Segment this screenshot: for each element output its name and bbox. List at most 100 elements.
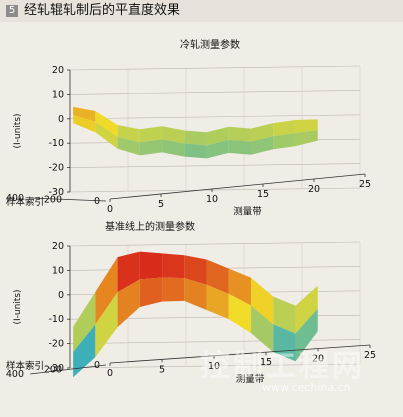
figure-header: 5 经轧辊轧制后的平直度效果 [0, 0, 403, 22]
surface-patch [184, 130, 207, 146]
surface-patch [295, 119, 318, 134]
grid-line-z [69, 65, 361, 71]
x-tick-label: 5 [159, 364, 165, 375]
z-tick-label: 20 [52, 65, 64, 76]
surface-patch [73, 106, 96, 122]
surface-patch [162, 126, 185, 144]
z-tick-label: -30 [48, 363, 64, 374]
surface-patch [184, 255, 207, 285]
surface [73, 251, 318, 378]
surface-patch [95, 257, 118, 325]
surface-patch [251, 123, 274, 142]
surface-patch [73, 291, 96, 352]
chart-panel-top: 20 10 0 -10 -20 -30 (I-units) 0 5 10 15 20 25 测量带 400 2… [0, 26, 403, 221]
surface-patch [251, 305, 274, 353]
surface-patch [162, 253, 185, 279]
surface-patch [95, 121, 118, 149]
x-tick-label: 10 [206, 194, 218, 205]
surface-patch [228, 293, 252, 334]
y-tick-label: 200 [44, 365, 62, 376]
z-axis-label: (I-units) [13, 289, 23, 324]
surface-patch [228, 268, 252, 306]
z-tick-label: 0 [58, 290, 64, 301]
y-axis-line [29, 197, 107, 202]
surface-patch [117, 125, 140, 143]
z-tick-label: -10 [48, 138, 64, 149]
surface-patch [162, 139, 185, 157]
grid-line-z [69, 241, 361, 247]
surface-patch [95, 292, 118, 358]
x-axis-line [109, 344, 371, 364]
grid-line-z [69, 114, 361, 120]
x-tick-label: 25 [359, 179, 371, 190]
surface-patch [162, 277, 185, 302]
z-tick-label: -10 [48, 314, 64, 325]
surface-patch [206, 259, 229, 294]
surface-patch [251, 277, 274, 325]
surface-patch [184, 143, 207, 159]
y-axis-label: 样本索引 [6, 360, 44, 372]
grid-line-z [69, 339, 361, 344]
z-tick-label: -30 [48, 187, 64, 198]
chart-cold-rolling: 20 10 0 -10 -20 -30 (I-units) 0 5 10 15 20 25 测量带 400 2… [6, 38, 371, 218]
surface-patch [273, 120, 296, 137]
surface [73, 106, 318, 159]
z-axis-label: (I-units) [13, 113, 23, 148]
x-tick-label: 15 [260, 357, 272, 368]
z-tick-label: 0 [58, 114, 64, 125]
surface-patch [184, 278, 207, 311]
z-tick-label: 20 [52, 241, 64, 252]
y-tick-label: 200 [44, 195, 62, 206]
surface-patch [206, 126, 229, 146]
x-axis-label: 测量带 [236, 374, 265, 385]
surface-patch [228, 126, 252, 142]
chart-baseline: 20 10 0 -10 -20 -30 (I-units) 0 5 10 15 20 25 测量带 400 2… [6, 220, 376, 385]
surface-patch [295, 308, 318, 362]
grid-line-z [69, 187, 361, 193]
z-tick-label: -20 [48, 163, 64, 174]
surface-patch [295, 285, 318, 334]
surface-patch [117, 136, 140, 156]
figure-title: 经轧辊轧制后的平直度效果 [24, 3, 181, 18]
surface-patch [295, 130, 318, 147]
y-tick-label: 400 [6, 369, 24, 380]
x-tick-label: 25 [364, 350, 376, 361]
y-tick-label: 0 [94, 196, 100, 207]
figure-number-badge: 5 [6, 5, 18, 17]
x-tick-label: 20 [308, 184, 320, 195]
surface-patch [139, 251, 163, 280]
x-axis-label: 测量带 [233, 207, 262, 218]
surface-patch [273, 296, 296, 334]
surface-patch [251, 136, 274, 155]
x-tick-label: 15 [257, 189, 269, 200]
surface-patch [273, 133, 296, 150]
surface-patch [139, 277, 163, 308]
grid-line-z [69, 163, 361, 168]
surface-patch [206, 139, 229, 159]
x-tick-label: 0 [107, 204, 113, 215]
chart-title: 冷轧测量参数 [180, 38, 240, 51]
grid-line-z [69, 363, 361, 369]
x-axis-line [109, 173, 366, 200]
z-tick-label: -20 [48, 339, 64, 350]
x-tick-label: 5 [158, 199, 164, 210]
surface-patch [117, 251, 140, 293]
y-tick-label: 400 [6, 193, 24, 204]
surface-patch [228, 139, 252, 155]
surface-patch [73, 324, 96, 378]
chart-title: 基准线上的测量参数 [105, 220, 195, 233]
x-tick-label: 20 [312, 354, 324, 365]
z-tick-label: 10 [52, 89, 64, 100]
surface-patch [206, 284, 229, 320]
watermark-url: www.cechina.cn [262, 381, 351, 394]
watermark-text: 控制工程网 [200, 349, 365, 384]
y-axis-line [29, 364, 107, 375]
y-tick-label: 0 [94, 360, 100, 371]
surface-patch [139, 126, 163, 143]
surface-patch [117, 279, 140, 328]
surface-patch [139, 139, 163, 156]
x-tick-label: 10 [208, 361, 220, 372]
grid-line-z [69, 90, 361, 95]
surface-patch [73, 114, 96, 133]
